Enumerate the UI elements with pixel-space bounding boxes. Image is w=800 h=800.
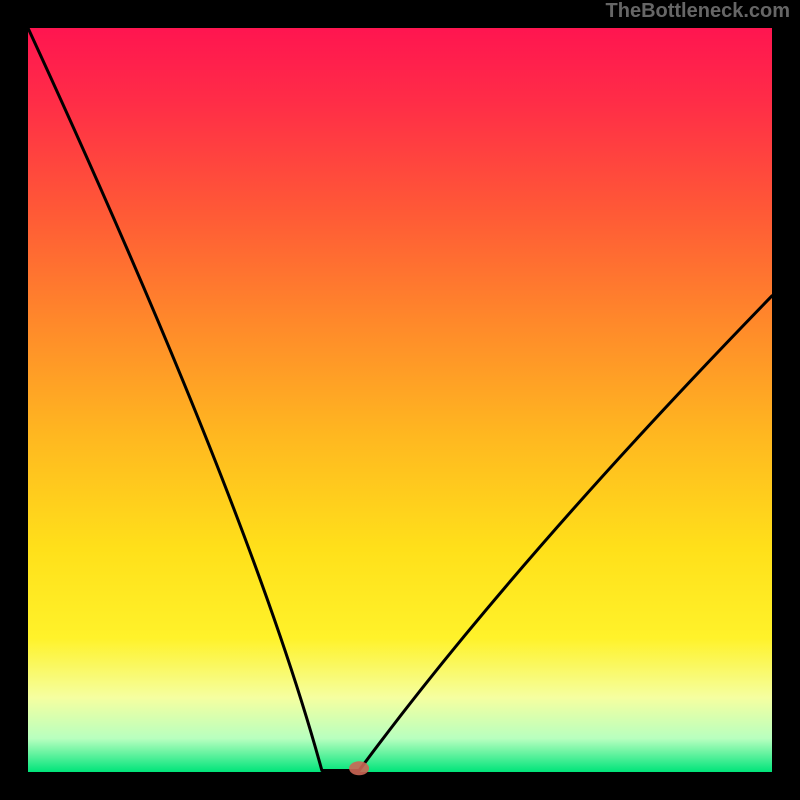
chart-container: TheBottleneck.com <box>0 0 800 800</box>
bottleneck-chart <box>0 0 800 800</box>
watermark-text: TheBottleneck.com <box>606 0 790 23</box>
plot-gradient-background <box>28 28 772 772</box>
optimal-point-marker <box>349 761 369 775</box>
